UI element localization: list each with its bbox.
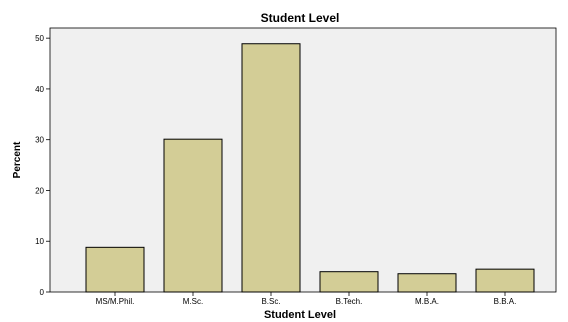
x-axis: MS/M.Phil. M.Sc. B.Sc. B.Tech. M.B.A. B.B.A. (96, 292, 517, 306)
bar (397, 273, 457, 293)
y-tick-label: 10 (35, 237, 44, 246)
y-axis-label: Percent (12, 141, 23, 178)
y-tick-label: 0 (40, 288, 45, 297)
y-tick-label: 50 (35, 34, 44, 43)
y-tick-label: 40 (35, 85, 44, 94)
y-axis: 0 10 20 30 40 50 (35, 34, 50, 297)
bars (85, 43, 535, 293)
y-tick-label: 20 (35, 186, 44, 195)
y-tick-label: 30 (35, 136, 44, 145)
x-tick-label: B.Sc. (261, 297, 280, 306)
x-tick-label: M.Sc. (183, 297, 203, 306)
x-tick-label: MS/M.Phil. (96, 297, 135, 306)
x-tick-label: B.Tech. (336, 297, 363, 306)
chart-title: Student Level (261, 11, 340, 25)
bar (163, 138, 223, 293)
bar (319, 271, 379, 293)
x-axis-label: Student Level (264, 309, 336, 321)
x-tick-label: M.B.A. (415, 297, 439, 306)
x-tick-label: B.B.A. (494, 297, 517, 306)
bar (475, 268, 535, 293)
bar (85, 246, 145, 293)
bar (241, 43, 301, 293)
